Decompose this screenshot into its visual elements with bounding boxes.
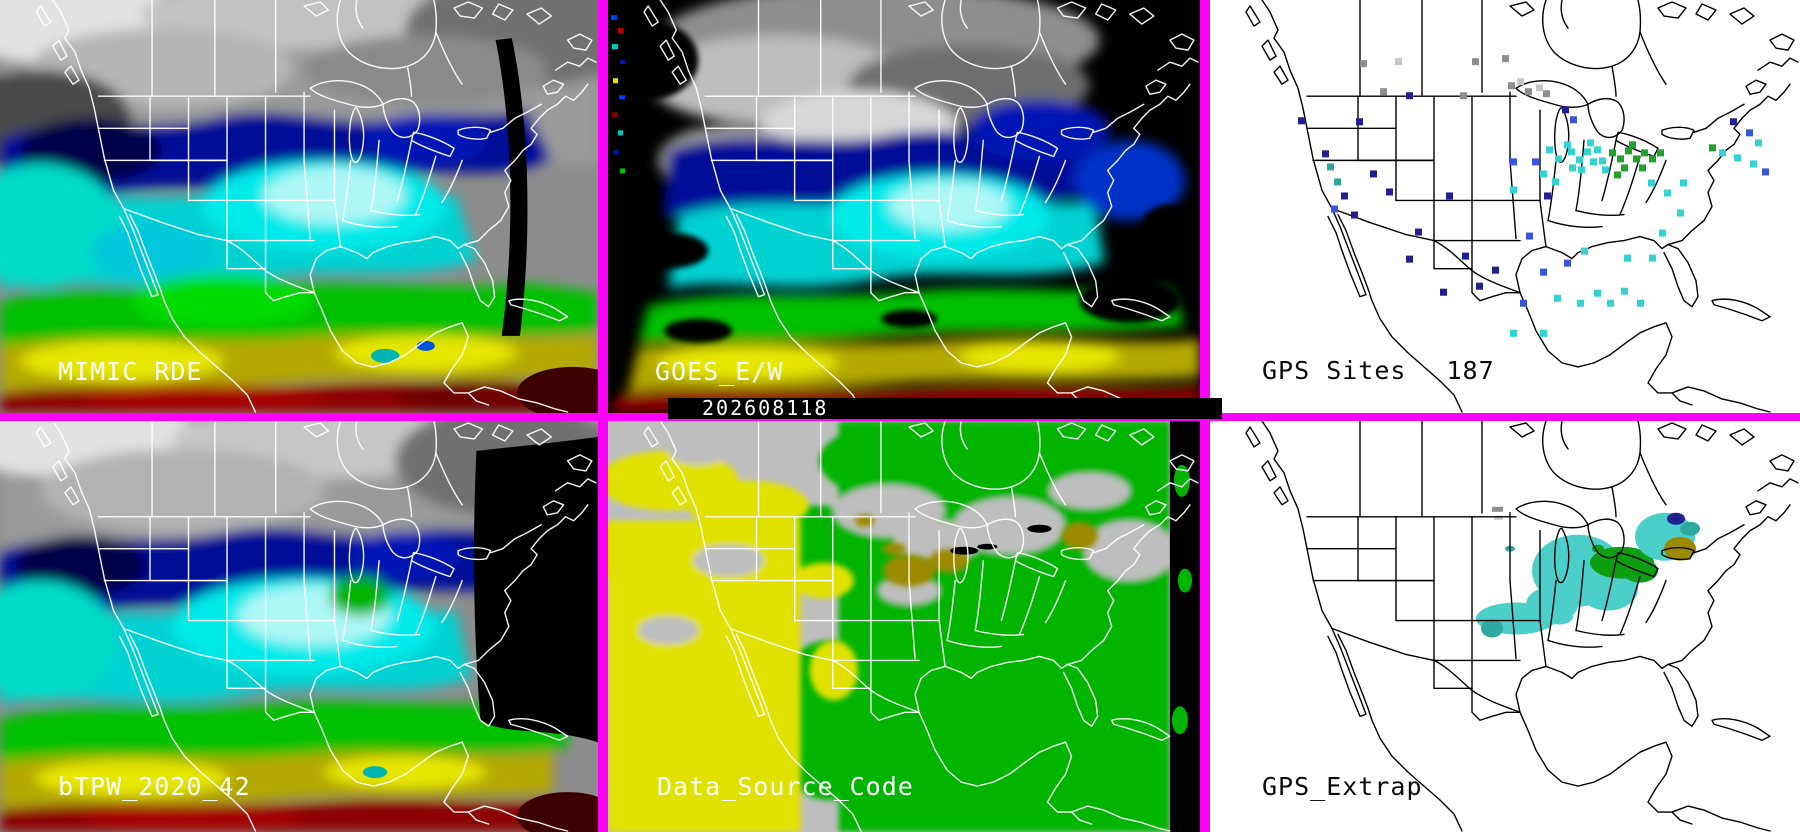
goes-west-edge-speckle [611,15,626,174]
tpw-imagery-goes [608,0,1200,413]
data-source-imagery [608,421,1200,832]
panel-label-data-source: Data_Source_Code [657,772,914,801]
panel-label-gps-sites: GPS Sites 187 [1262,356,1495,385]
panel-data-source-code: Data_Source_Code [608,421,1200,832]
tpw-imagery-mimic [0,0,598,413]
panel-btpw: bTPW_2020_42 [0,421,598,832]
panel-gps-extrap: GPS_Extrap [1210,421,1800,832]
panel-label-goes-ew: GOES_E/W [655,357,784,386]
panel-label-btpw: bTPW_2020_42 [58,772,251,801]
panel-label-mimic-rde: MIMIC RDE [58,357,203,386]
panel-gps-sites: GPS Sites 187 [1210,0,1800,413]
gps-sites-count: 187 [1446,356,1495,385]
panel-mimic-rde: MIMIC RDE [0,0,598,413]
panel-label-gps-extrap: GPS_Extrap [1262,772,1423,801]
timestamp-text: 202608118 [702,396,829,420]
tpw-imagery-btpw [0,421,598,832]
gps-site-markers [1298,55,1769,337]
panel-goes-ew: GOES_E/W [608,0,1200,413]
gps-sites-label: GPS Sites [1262,356,1407,385]
timestamp-bar: 202608118 [668,398,1222,419]
gps-sites-map [1210,0,1800,413]
gps-extrap-map [1210,421,1800,832]
